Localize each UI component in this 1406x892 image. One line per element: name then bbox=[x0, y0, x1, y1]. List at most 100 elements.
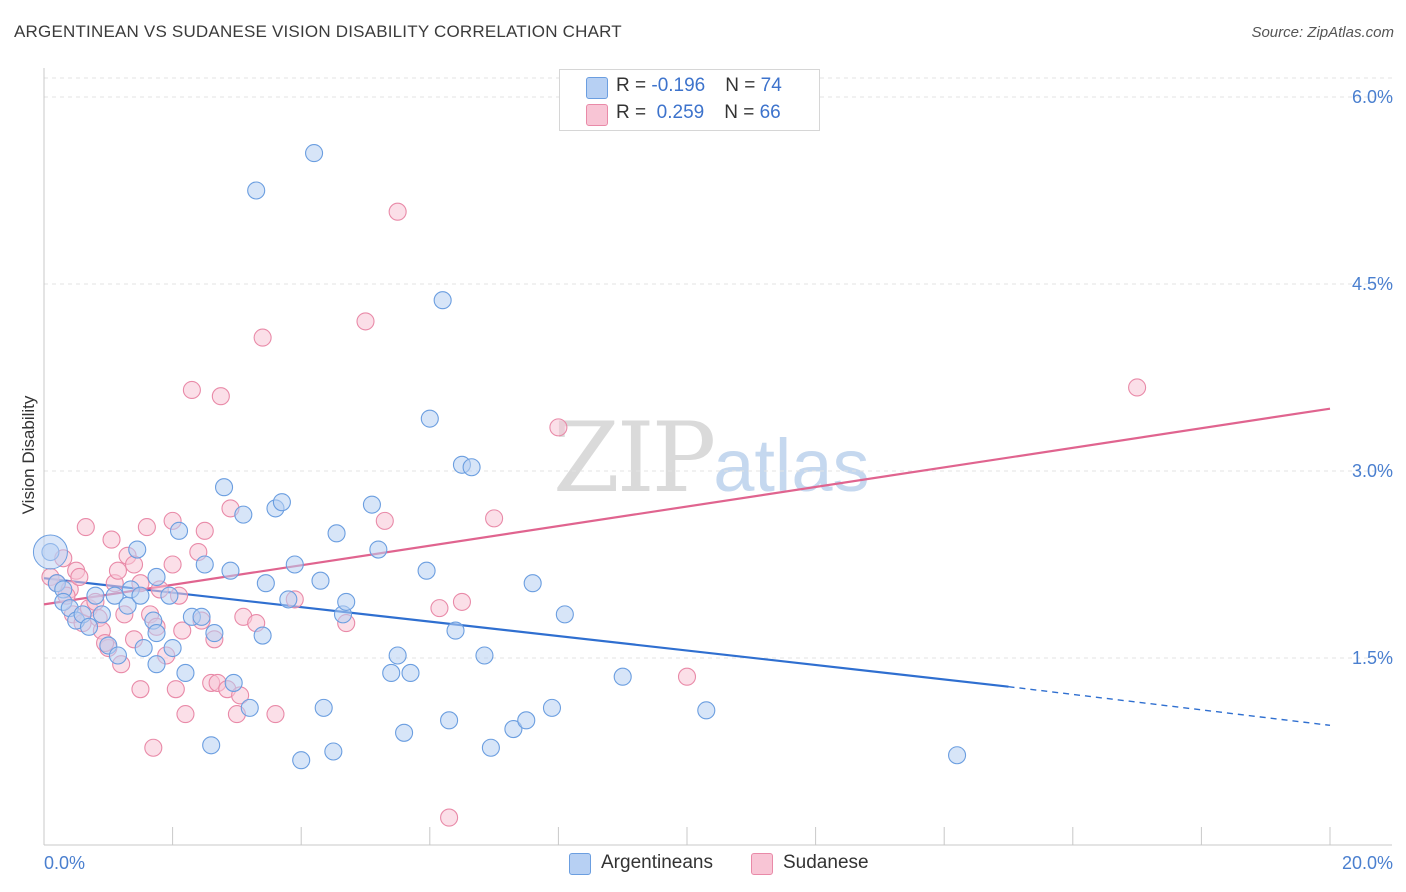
point-argentinean bbox=[337, 592, 356, 611]
point-argentinean bbox=[314, 698, 333, 717]
point-argentinean bbox=[433, 291, 452, 310]
point-argentinean bbox=[401, 663, 420, 683]
point-sudanese bbox=[253, 328, 272, 347]
point-sudanese bbox=[131, 680, 150, 699]
point-argentinean bbox=[92, 605, 111, 624]
bottom-legend-swatch-blue bbox=[569, 853, 591, 875]
point-argentinean bbox=[224, 673, 243, 692]
watermark: ZIPatlas bbox=[553, 402, 870, 514]
point-sudanese bbox=[266, 705, 285, 724]
trend-lines bbox=[43, 407, 1331, 727]
point-argentinean bbox=[446, 621, 465, 640]
point-sudanese bbox=[166, 680, 185, 699]
point-sudanese bbox=[102, 530, 121, 549]
source-credit: Source: ZipAtlas.com bbox=[1251, 24, 1394, 41]
point-argentinean bbox=[108, 646, 127, 665]
point-argentinean bbox=[948, 746, 967, 765]
axis-labels: 1.5% 3.0% 4.5% 6.0% 0.0% 20.0% Vision Disabili… bbox=[19, 87, 1393, 873]
point-argentinean bbox=[475, 646, 494, 665]
point-argentinean bbox=[279, 590, 298, 609]
point-argentinean bbox=[285, 555, 304, 574]
correlation-legend: R = -0.196 N = 74 R = 0.259 N = 66 bbox=[559, 69, 820, 131]
point-sudanese bbox=[173, 621, 192, 640]
point-sudanese bbox=[144, 738, 163, 757]
point-argentinean bbox=[305, 144, 324, 163]
point-argentinean bbox=[462, 458, 481, 477]
point-argentinean bbox=[134, 638, 153, 658]
point-argentinean bbox=[362, 495, 381, 514]
point-sudanese bbox=[137, 518, 156, 537]
point-argentinean bbox=[163, 638, 182, 658]
point-sudanese bbox=[677, 667, 697, 686]
point-argentinean bbox=[504, 720, 523, 739]
point-sudanese bbox=[70, 567, 89, 587]
point-argentinean bbox=[324, 742, 343, 761]
point-sudanese bbox=[76, 518, 95, 537]
point-argentinean bbox=[79, 617, 99, 636]
point-sudanese bbox=[108, 561, 127, 580]
chart-title: ARGENTINEAN VS SUDANESE VISION DISABILIT… bbox=[14, 22, 622, 41]
point-sudanese bbox=[388, 202, 407, 221]
point-argentinean bbox=[86, 586, 105, 605]
point-argentinean bbox=[147, 567, 166, 587]
legend-swatch-pink bbox=[586, 104, 608, 126]
point-sudanese bbox=[440, 808, 459, 827]
point-argentinean bbox=[247, 181, 266, 200]
bottom-legend-swatch-pink bbox=[751, 853, 773, 875]
watermark-atlas: atlas bbox=[713, 424, 870, 507]
point-sudanese bbox=[124, 555, 144, 574]
point-argentinean bbox=[555, 605, 574, 624]
point-argentinean bbox=[420, 409, 439, 428]
point-argentinean bbox=[542, 698, 562, 717]
bottom-legend-label-sudanese: Sudanese bbox=[783, 852, 869, 873]
point-sudanese bbox=[195, 521, 214, 540]
point-argentinean bbox=[327, 524, 346, 543]
point-argentinean bbox=[240, 698, 259, 717]
point-sudanese bbox=[485, 509, 504, 528]
point-sudanese bbox=[375, 511, 394, 530]
point-argentinean bbox=[192, 607, 211, 626]
point-argentinean bbox=[176, 663, 195, 683]
x-tick-label: 0.0% bbox=[44, 853, 85, 873]
point-argentinean bbox=[311, 571, 330, 590]
point-argentinean bbox=[169, 521, 189, 540]
point-argentinean bbox=[221, 561, 240, 580]
legend-stats-argentineans: R = -0.196 N = 74 bbox=[616, 75, 782, 96]
point-argentinean bbox=[697, 701, 716, 720]
trend-line-argentineans bbox=[43, 577, 1009, 688]
point-argentinean bbox=[128, 540, 147, 559]
y-axis-label: Vision Disability bbox=[19, 395, 38, 514]
point-sudanese bbox=[452, 592, 472, 611]
point-argentinean bbox=[292, 751, 311, 770]
point-argentinean bbox=[272, 493, 291, 512]
point-sudanese bbox=[549, 418, 568, 437]
data-points bbox=[32, 144, 1147, 827]
point-argentinean bbox=[160, 586, 179, 605]
point-argentinean bbox=[523, 574, 542, 593]
point-sudanese bbox=[182, 380, 201, 400]
point-argentinean bbox=[195, 555, 214, 574]
y-tick-label: 3.0% bbox=[1352, 461, 1393, 481]
point-argentinean bbox=[369, 540, 388, 559]
point-argentinean bbox=[147, 624, 166, 643]
point-argentinean bbox=[214, 478, 234, 497]
point-argentinean bbox=[253, 626, 272, 645]
point-argentinean bbox=[417, 561, 436, 580]
point-argentinean bbox=[613, 667, 632, 686]
legend-swatch-blue bbox=[586, 77, 608, 99]
point-sudanese bbox=[1128, 378, 1147, 397]
legend-stats-sudanese: R = 0.259 N = 66 bbox=[616, 102, 781, 123]
point-argentinean bbox=[131, 586, 150, 605]
trend-line-sudanese bbox=[43, 407, 1331, 606]
point-argentinean bbox=[234, 505, 253, 524]
point-argentinean-cluster bbox=[32, 534, 68, 570]
bottom-legend-label-argentineans: Argentineans bbox=[601, 852, 713, 873]
point-argentinean bbox=[105, 586, 124, 605]
grid bbox=[44, 77, 1392, 659]
point-argentinean bbox=[517, 711, 536, 730]
point-sudanese bbox=[176, 705, 195, 724]
point-argentinean bbox=[202, 736, 221, 755]
point-argentinean bbox=[395, 723, 414, 742]
y-tick-label: 1.5% bbox=[1352, 648, 1393, 668]
